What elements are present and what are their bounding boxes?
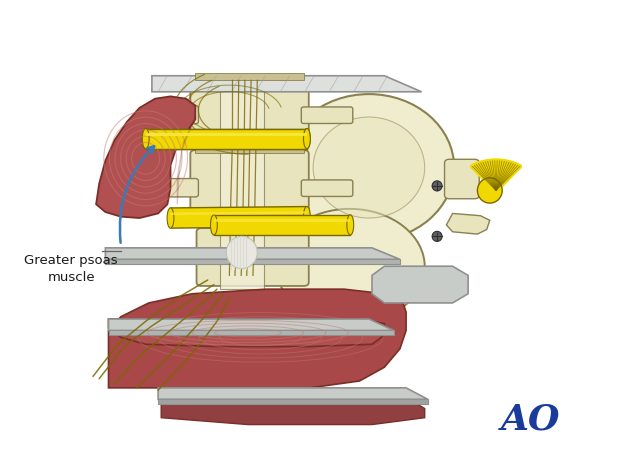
Bar <box>195 73 304 80</box>
Polygon shape <box>161 399 425 425</box>
Ellipse shape <box>432 231 442 241</box>
Polygon shape <box>108 319 384 347</box>
FancyBboxPatch shape <box>197 228 309 286</box>
Polygon shape <box>108 289 406 388</box>
FancyBboxPatch shape <box>190 150 309 215</box>
FancyBboxPatch shape <box>301 107 353 123</box>
Polygon shape <box>96 96 195 218</box>
Polygon shape <box>105 259 400 264</box>
Polygon shape <box>146 129 307 149</box>
Bar <box>198 207 301 213</box>
Polygon shape <box>105 248 400 259</box>
Ellipse shape <box>276 209 425 324</box>
Ellipse shape <box>226 236 257 269</box>
Polygon shape <box>214 215 350 235</box>
Ellipse shape <box>142 129 149 149</box>
Polygon shape <box>152 76 422 92</box>
Ellipse shape <box>142 129 149 149</box>
Ellipse shape <box>347 215 353 235</box>
FancyBboxPatch shape <box>301 180 353 196</box>
Ellipse shape <box>303 207 311 227</box>
Polygon shape <box>146 133 307 136</box>
Polygon shape <box>177 112 195 204</box>
FancyBboxPatch shape <box>190 77 309 141</box>
Polygon shape <box>108 330 394 335</box>
FancyBboxPatch shape <box>149 179 198 197</box>
Ellipse shape <box>477 178 502 203</box>
Ellipse shape <box>210 215 217 235</box>
Bar <box>195 147 304 153</box>
Polygon shape <box>158 388 428 399</box>
Text: AO: AO <box>500 403 560 437</box>
FancyBboxPatch shape <box>149 106 198 124</box>
Polygon shape <box>446 213 490 234</box>
Polygon shape <box>108 319 394 330</box>
Ellipse shape <box>432 181 442 191</box>
Ellipse shape <box>303 129 311 149</box>
Polygon shape <box>214 219 350 222</box>
Ellipse shape <box>167 208 174 228</box>
Ellipse shape <box>303 129 311 149</box>
Polygon shape <box>146 133 307 136</box>
Ellipse shape <box>313 117 425 218</box>
Text: Greater psoas
muscle: Greater psoas muscle <box>24 253 118 284</box>
Polygon shape <box>170 207 307 228</box>
Polygon shape <box>372 266 468 303</box>
FancyBboxPatch shape <box>445 159 479 199</box>
Polygon shape <box>146 129 307 149</box>
Polygon shape <box>170 211 307 215</box>
Polygon shape <box>158 399 428 404</box>
Ellipse shape <box>283 94 454 241</box>
Bar <box>220 78 264 289</box>
